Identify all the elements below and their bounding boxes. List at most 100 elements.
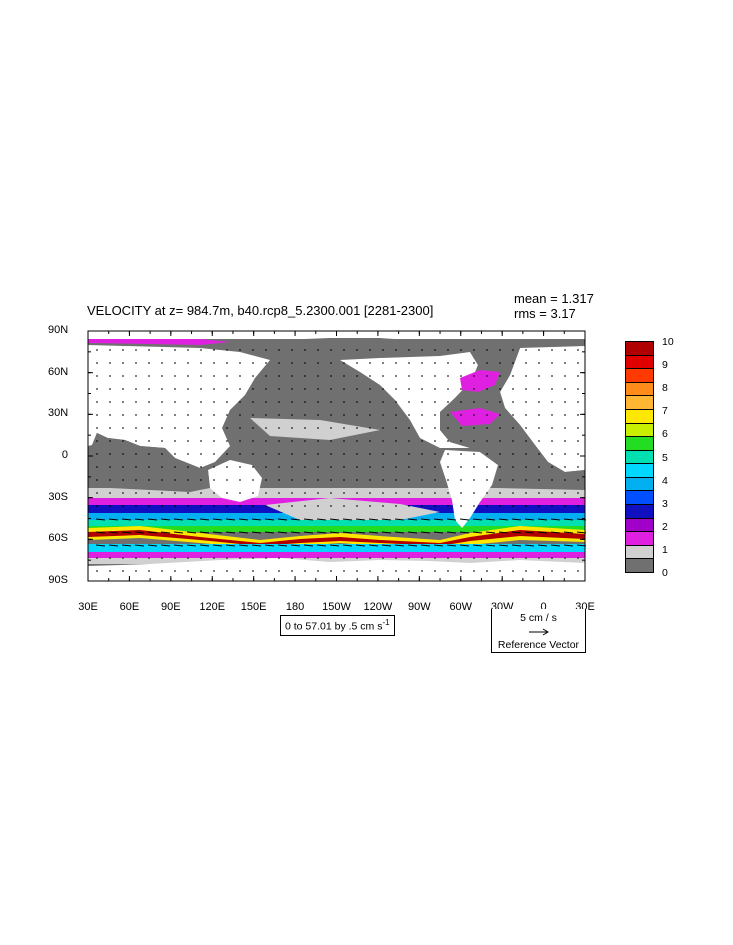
so-band-teal	[88, 520, 585, 528]
velocity-vector	[563, 518, 574, 521]
asia-landmass	[88, 345, 270, 468]
atlantic-magenta-2	[450, 408, 500, 426]
x-tick-label: 120W	[363, 601, 393, 613]
australia	[208, 460, 262, 502]
colorbar-swatch	[625, 395, 654, 410]
contour-range-exponent: -1	[382, 618, 390, 627]
colorbar-swatch	[625, 368, 654, 383]
velocity-vector	[576, 531, 587, 534]
colorbar-swatch	[625, 341, 654, 356]
velocity-vector	[459, 531, 470, 534]
velocity-vector	[290, 531, 301, 534]
velocity-vector	[368, 518, 379, 521]
velocity-vector	[316, 531, 327, 534]
velocity-vector	[550, 518, 561, 521]
velocity-vector	[186, 544, 197, 547]
velocity-vector	[407, 544, 418, 547]
velocity-vector	[277, 531, 288, 534]
atlantic-magenta	[460, 370, 500, 392]
y-tick-label: 60S	[48, 532, 68, 545]
velocity-vector	[134, 531, 145, 534]
x-tick-label: 0	[540, 601, 547, 613]
velocity-vector	[277, 544, 288, 547]
velocity-vectors	[95, 349, 587, 572]
reference-speed: 5 cm / s	[520, 612, 557, 624]
x-tick-label: 60W	[449, 601, 473, 613]
y-tick-label: 30N	[48, 407, 69, 420]
rms-stat: rms = 3.17	[514, 306, 576, 321]
velocity-vector	[121, 531, 132, 534]
pacific-south-light	[265, 498, 440, 520]
velocity-vector	[342, 531, 353, 534]
y-tick-label: 30S	[48, 490, 68, 503]
velocity-vector	[355, 531, 366, 534]
pacific-light-band	[250, 418, 380, 440]
velocity-vector	[459, 544, 470, 547]
colorbar-label: 5	[662, 451, 668, 464]
velocity-vector	[108, 518, 119, 521]
velocity-vector	[368, 544, 379, 547]
y-tick-label: 90N	[48, 324, 69, 336]
plot-title: VELOCITY at z= 984.7m, b40.rcp8_5.2300.0…	[87, 303, 434, 318]
velocity-vector	[511, 544, 522, 547]
velocity-vector	[147, 518, 158, 521]
velocity-vector	[316, 544, 327, 547]
south-america	[440, 450, 498, 528]
colorbar-swatch	[625, 449, 654, 465]
velocity-vector	[394, 544, 405, 547]
velocity-vector	[394, 531, 405, 534]
velocity-vector	[537, 544, 548, 547]
velocity-vector	[459, 518, 470, 521]
velocity-vector	[238, 531, 249, 534]
colorbar-swatch	[625, 354, 654, 370]
velocity-vector	[212, 531, 223, 534]
velocity-vector	[160, 518, 171, 521]
x-tick-label: 150W	[322, 601, 351, 613]
velocity-vector	[303, 544, 314, 547]
so-band-south-cyan	[88, 544, 585, 552]
colorbar-label: 3	[662, 497, 668, 510]
x-tick-label: 90W	[408, 601, 431, 613]
velocity-vector	[225, 531, 236, 534]
velocity-vector	[511, 531, 522, 534]
axis-ticks	[87, 330, 586, 582]
velocity-vector	[303, 518, 314, 521]
velocity-vector	[446, 544, 457, 547]
velocity-vector	[563, 531, 574, 534]
velocity-vector	[277, 518, 288, 521]
velocity-vector	[563, 544, 574, 547]
colorbar-swatch	[625, 531, 654, 546]
velocity-vector	[95, 544, 106, 547]
colorbar-swatch	[625, 476, 654, 492]
reference-arrow-icon	[529, 628, 549, 636]
velocity-vector	[433, 518, 444, 521]
velocity-vector	[576, 544, 587, 547]
velocity-vector	[225, 518, 236, 521]
velocity-vector	[212, 518, 223, 521]
so-band-green	[88, 526, 585, 532]
velocity-vector	[264, 518, 275, 521]
so-band-south-light	[88, 558, 585, 564]
so-band-south-magenta	[88, 552, 585, 558]
velocity-vector	[498, 531, 509, 534]
colorbar-swatch	[625, 544, 654, 560]
velocity-vector	[342, 518, 353, 521]
velocity-vector	[537, 518, 548, 521]
africa-tip	[88, 395, 98, 446]
arctic-magenta-rim	[88, 339, 230, 345]
velocity-vector	[342, 544, 353, 547]
velocity-vector	[381, 544, 392, 547]
indian-ocean-inner	[95, 438, 210, 492]
velocity-vector	[407, 518, 418, 521]
velocity-vector	[264, 531, 275, 534]
velocity-vector	[147, 544, 158, 547]
reference-label: Reference Vector	[497, 639, 580, 651]
velocity-vector	[290, 544, 301, 547]
velocity-vector	[381, 518, 392, 521]
colorbar-swatch	[625, 381, 654, 397]
velocity-vector	[420, 531, 431, 534]
colorbar-label: 2	[662, 520, 668, 533]
contour-range-text: 0 to 57.01 by .5 cm s	[285, 620, 383, 633]
velocity-vector	[394, 518, 405, 521]
